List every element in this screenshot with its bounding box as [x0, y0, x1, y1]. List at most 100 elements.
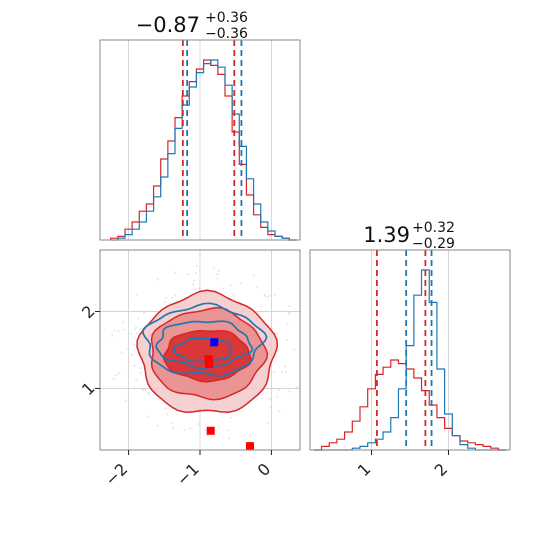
- scatter-point: [289, 311, 292, 314]
- right-title-plus: +0.32: [412, 220, 455, 236]
- contour-x-tick-label: −1: [173, 459, 203, 489]
- scatter-point: [263, 294, 266, 297]
- scatter-point: [288, 313, 291, 316]
- scatter-point: [215, 273, 218, 276]
- scatter-point: [256, 285, 259, 288]
- scatter-point: [285, 370, 288, 373]
- scatter-point: [120, 351, 123, 354]
- scatter-point: [189, 427, 192, 430]
- scatter-point: [232, 294, 235, 297]
- right-histogram-red: [313, 359, 507, 451]
- scatter-point: [113, 329, 116, 332]
- blue-contour-outer: [142, 302, 268, 377]
- scatter-point: [118, 372, 121, 375]
- panel-2d-contour: −2 −1 0 12: [78, 249, 301, 490]
- right-title-value: 1.39: [363, 223, 410, 247]
- scatter-point: [278, 410, 281, 413]
- scatter-point: [133, 343, 136, 346]
- scatter-point: [112, 377, 115, 380]
- scatter-point: [269, 406, 272, 409]
- top-title-value: −0.87: [136, 13, 200, 37]
- scatter-point: [156, 278, 159, 281]
- top-title-minus: −0.36: [205, 26, 248, 42]
- right-title-minus: −0.29: [412, 236, 455, 252]
- contour-y-ticks: 12: [78, 302, 100, 399]
- scatter-point: [288, 390, 291, 393]
- scatter-point: [165, 413, 168, 416]
- scatter-point: [266, 421, 269, 424]
- scatter-point: [111, 334, 114, 337]
- panel-top-marginal: −0.87 +0.36 −0.36: [99, 10, 301, 241]
- marker-blue: [210, 338, 219, 347]
- scatter-point: [227, 429, 230, 432]
- scatter-point: [295, 386, 298, 389]
- scatter-point: [141, 389, 144, 392]
- scatter-point: [281, 370, 284, 373]
- scatter-point: [144, 388, 147, 391]
- scatter-point: [137, 317, 140, 320]
- contour-x-tick-label: −2: [101, 459, 131, 489]
- scatter-point: [284, 365, 287, 368]
- top-title-plus: +0.36: [205, 10, 248, 26]
- contour-markers: [204, 338, 254, 451]
- scatter-point: [192, 279, 195, 282]
- right-grid: [371, 250, 449, 450]
- scatter-point: [124, 399, 127, 402]
- marker-red: [204, 355, 213, 364]
- scatter-point: [217, 269, 220, 272]
- scatter-point: [229, 416, 232, 419]
- scatter-point: [197, 423, 200, 426]
- scatter-point: [156, 424, 159, 427]
- scatter-point: [140, 367, 143, 370]
- blue-contour-middle: [155, 320, 254, 370]
- right-x-tick-label: 2: [431, 459, 452, 480]
- scatter-point: [147, 391, 150, 394]
- scatter-point: [139, 371, 142, 374]
- contour-x-ticks: −2 −1 0: [101, 450, 274, 490]
- scatter-point: [239, 282, 242, 285]
- scatter-point: [204, 429, 207, 432]
- scatter-point: [135, 326, 138, 329]
- scatter-point: [276, 332, 279, 335]
- scatter-point: [198, 287, 201, 290]
- scatter-point: [135, 331, 138, 334]
- scatter-point: [121, 321, 124, 324]
- scatter-point: [164, 407, 167, 410]
- scatter-point: [169, 302, 172, 305]
- scatter-point: [266, 295, 269, 298]
- marker-red: [246, 442, 254, 451]
- scatter-point: [260, 305, 263, 308]
- scatter-point: [277, 349, 280, 352]
- right-histograms: [313, 269, 507, 451]
- scatter-point: [230, 284, 233, 287]
- scatter-point: [123, 328, 126, 331]
- right-histogram-blue: [313, 269, 507, 451]
- scatter-point: [163, 300, 166, 303]
- top-panel-frame: [99, 39, 301, 241]
- scatter-point: [277, 389, 280, 392]
- scatter-point: [131, 353, 134, 356]
- scatter-point: [133, 327, 136, 330]
- top-grid: [128, 40, 272, 240]
- scatter-point: [194, 288, 197, 291]
- scatter-point: [194, 272, 197, 275]
- right-quantile-lines: [376, 250, 433, 450]
- scatter-point: [261, 397, 264, 400]
- top-histograms: [110, 59, 297, 241]
- scatter-point: [293, 348, 296, 351]
- scatter-point: [221, 287, 224, 290]
- scatter-point: [130, 333, 133, 336]
- scatter-point: [286, 323, 289, 326]
- right-x-tick-label: 1: [354, 459, 375, 480]
- scatter-point: [268, 398, 271, 401]
- top-histogram-red: [110, 59, 297, 241]
- scatter-point: [172, 426, 175, 429]
- scatter-point: [126, 348, 129, 351]
- scatter-point: [212, 267, 215, 270]
- scatter-point: [183, 428, 186, 431]
- scatter-point: [135, 378, 138, 381]
- marker-red: [206, 426, 215, 435]
- scatter-point: [143, 311, 146, 314]
- top-quantile-lines: [181, 40, 243, 240]
